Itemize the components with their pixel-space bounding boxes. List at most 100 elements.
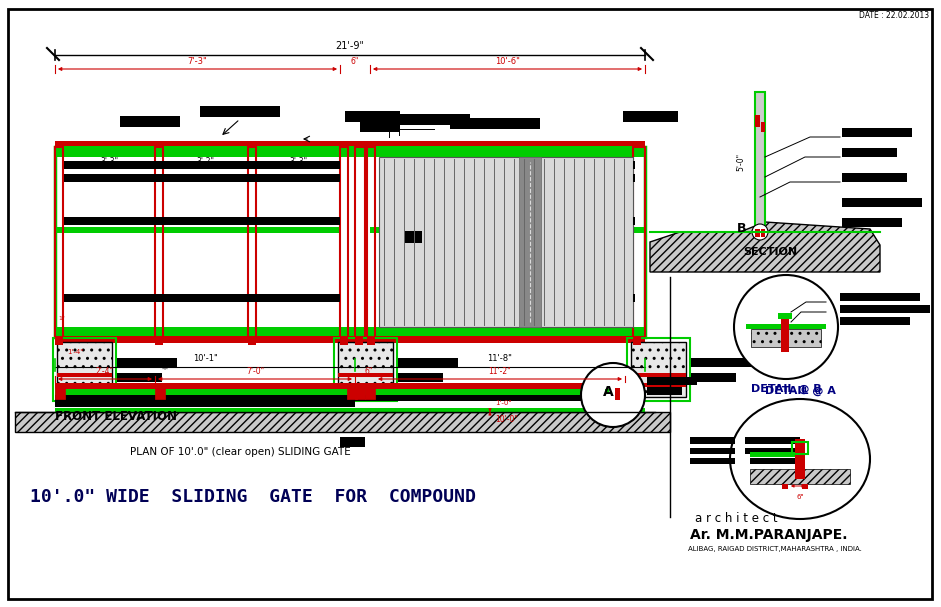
Polygon shape	[750, 469, 850, 484]
Bar	[365, 383, 375, 399]
Text: 3'-3": 3'-3"	[100, 157, 118, 166]
Bar	[691, 358, 751, 367]
Circle shape	[581, 363, 645, 427]
Bar	[450, 118, 540, 129]
Bar	[761, 229, 765, 237]
Text: FRONT ELEVATION: FRONT ELEVATION	[55, 410, 177, 424]
Bar	[842, 148, 897, 157]
Bar	[360, 121, 400, 132]
Bar	[631, 342, 686, 397]
Bar	[338, 383, 393, 387]
Bar	[117, 373, 162, 382]
Bar	[398, 358, 458, 367]
Ellipse shape	[730, 399, 870, 519]
Bar	[795, 439, 805, 479]
Bar	[55, 226, 340, 232]
Bar	[782, 484, 788, 489]
Bar	[64, 161, 340, 169]
Text: 10'.0" WIDE  SLIDING  GATE  FOR  COMPOUND: 10'.0" WIDE SLIDING GATE FOR COMPOUND	[30, 488, 476, 506]
Bar	[57, 342, 112, 397]
Bar	[840, 305, 930, 313]
Bar	[55, 337, 63, 345]
Bar	[755, 229, 760, 237]
Text: 2'-4": 2'-4"	[96, 367, 114, 376]
Bar	[781, 337, 785, 345]
Bar	[627, 338, 690, 401]
Bar	[842, 128, 912, 137]
Bar	[623, 111, 678, 122]
Bar	[57, 383, 112, 387]
Bar	[55, 147, 63, 337]
Bar	[647, 387, 682, 395]
Bar	[120, 116, 180, 127]
Text: DETAIL @ A: DETAIL @ A	[764, 386, 836, 396]
Text: 6": 6"	[796, 494, 804, 500]
Bar	[15, 412, 670, 432]
Bar	[840, 293, 920, 301]
Text: 11'-8": 11'-8"	[487, 354, 513, 363]
Bar	[691, 373, 736, 382]
Text: 1'-4": 1'-4"	[67, 349, 83, 355]
Text: 21'-9": 21'-9"	[336, 41, 364, 51]
Bar	[248, 337, 256, 345]
Bar	[633, 174, 635, 182]
Bar	[778, 313, 792, 319]
Bar	[633, 147, 645, 337]
Bar	[746, 324, 826, 329]
Text: 11'-2": 11'-2"	[488, 367, 511, 376]
Bar	[750, 458, 800, 464]
Bar	[842, 198, 922, 207]
Bar	[55, 141, 645, 146]
Bar	[55, 395, 645, 401]
Bar	[367, 147, 375, 337]
Bar	[55, 401, 355, 407]
Bar	[398, 373, 443, 382]
Bar	[55, 336, 645, 343]
Bar	[615, 388, 620, 400]
Bar	[690, 448, 735, 454]
Bar	[792, 442, 808, 454]
Text: PLAN OF 10'.0" (clear open) SLIDING GATE: PLAN OF 10'.0" (clear open) SLIDING GATE	[130, 447, 351, 457]
Text: 7'-0": 7'-0"	[246, 367, 264, 376]
Bar	[340, 437, 365, 447]
Bar	[117, 358, 177, 367]
Bar	[55, 147, 645, 157]
Bar	[781, 317, 789, 352]
Bar	[345, 111, 400, 122]
Bar	[347, 383, 357, 399]
Bar	[55, 389, 645, 395]
Text: a r c h i t e c t: a r c h i t e c t	[695, 512, 777, 526]
Text: B: B	[737, 223, 747, 236]
Text: DETAIL @ B: DETAIL @ B	[751, 384, 821, 394]
Bar	[367, 337, 375, 345]
Bar	[633, 294, 635, 302]
Bar	[631, 373, 686, 377]
Bar	[802, 484, 808, 489]
Bar	[404, 231, 422, 243]
Bar	[751, 329, 821, 347]
Text: 5'-0": 5'-0"	[736, 153, 745, 171]
Bar	[690, 458, 735, 464]
Bar	[340, 337, 348, 345]
Bar	[840, 317, 910, 325]
Text: 6": 6"	[365, 367, 374, 376]
Bar	[64, 174, 340, 182]
Bar	[248, 147, 256, 337]
Bar	[355, 147, 365, 337]
Text: 1": 1"	[58, 316, 65, 322]
Bar	[355, 383, 365, 399]
Polygon shape	[650, 222, 880, 272]
Bar	[633, 161, 635, 169]
Bar	[625, 383, 635, 399]
Bar	[745, 437, 800, 444]
Bar	[842, 218, 902, 227]
Text: 3'-3": 3'-3"	[289, 157, 307, 166]
Circle shape	[752, 224, 768, 240]
Bar	[355, 337, 363, 345]
Bar	[400, 114, 470, 125]
Bar	[200, 106, 280, 117]
Bar	[370, 226, 645, 232]
Text: DATE : 22.02.2013: DATE : 22.02.2013	[859, 11, 929, 20]
Bar	[55, 408, 645, 412]
Bar	[338, 342, 393, 397]
